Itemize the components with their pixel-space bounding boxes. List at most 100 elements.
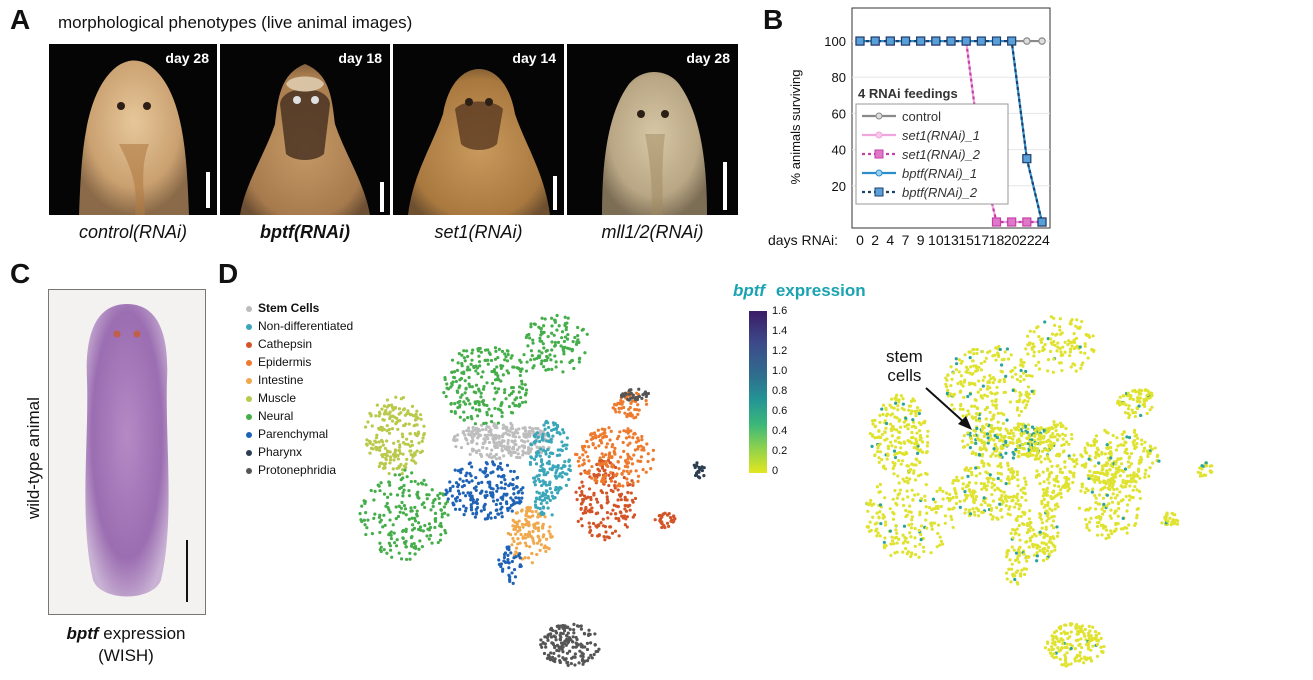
umap-point xyxy=(1041,547,1045,551)
umap-point xyxy=(363,523,367,527)
umap-point xyxy=(526,515,531,519)
umap-point xyxy=(547,455,551,459)
umap-point xyxy=(461,479,465,483)
umap-point xyxy=(587,469,591,473)
umap-point xyxy=(513,398,517,402)
umap-point xyxy=(605,491,609,495)
umap-point xyxy=(417,441,421,445)
umap-point xyxy=(1118,490,1122,494)
umap-point xyxy=(1135,488,1139,492)
umap-point xyxy=(1064,660,1068,664)
umap-point xyxy=(497,347,501,351)
umap-point xyxy=(358,512,362,516)
umap-point xyxy=(924,518,928,522)
umap-point xyxy=(692,463,696,467)
umap-point xyxy=(1102,509,1107,514)
umap-point xyxy=(513,435,518,439)
umap-point xyxy=(1051,432,1055,436)
umap-point xyxy=(1100,464,1104,468)
umap-point xyxy=(1088,469,1092,473)
umap-point xyxy=(1029,521,1033,525)
wish-caption-line2: (WISH) xyxy=(98,646,154,665)
umap-point xyxy=(600,478,604,482)
umap-point xyxy=(1006,495,1011,499)
umap-point xyxy=(462,513,466,517)
umap-point xyxy=(1110,472,1114,477)
umap-point xyxy=(574,490,578,494)
legend-title: 4 RNAi feedings xyxy=(858,86,958,101)
umap-point xyxy=(984,356,988,360)
umap-point xyxy=(1023,492,1027,496)
umap-point xyxy=(1091,487,1095,491)
umap-point xyxy=(1100,452,1104,456)
umap-point xyxy=(1124,494,1128,499)
umap-point xyxy=(564,447,568,451)
umap-point xyxy=(533,499,538,504)
umap-point xyxy=(1038,530,1042,534)
umap-point xyxy=(1122,430,1126,434)
umap-point xyxy=(364,532,368,537)
umap-point xyxy=(910,518,914,522)
umap-point xyxy=(387,427,391,432)
umap-point xyxy=(871,434,875,438)
umap-point xyxy=(549,651,553,655)
umap-point xyxy=(568,464,572,468)
umap-point xyxy=(594,524,598,528)
umap-point xyxy=(1102,502,1106,506)
umap-point xyxy=(494,508,498,512)
umap-point xyxy=(467,432,471,436)
umap-point xyxy=(561,370,565,374)
umap-point xyxy=(380,425,384,430)
planarian-image-set1 xyxy=(408,69,550,215)
umap-point xyxy=(538,439,542,444)
umap-point xyxy=(1017,413,1021,417)
umap-point xyxy=(632,431,637,435)
umap-point xyxy=(1029,525,1033,530)
umap-point xyxy=(969,436,973,440)
umap-point xyxy=(381,455,385,459)
umap-point xyxy=(569,661,573,666)
umap-point xyxy=(1026,399,1030,403)
umap-point xyxy=(1056,341,1060,345)
umap-point xyxy=(1032,330,1036,334)
umap-point xyxy=(1014,372,1018,376)
umap-point xyxy=(458,403,462,407)
umap-point xyxy=(938,488,942,492)
umap-point xyxy=(631,481,635,485)
umap-point xyxy=(1108,440,1112,445)
umap-point xyxy=(581,484,585,488)
umap-point xyxy=(1135,436,1140,440)
umap-point xyxy=(1005,429,1009,433)
umap-point xyxy=(489,432,494,436)
umap-point xyxy=(540,645,544,649)
umap-point xyxy=(524,335,528,340)
umap-point xyxy=(1063,460,1067,464)
umap-point xyxy=(515,485,519,489)
umap-point xyxy=(1126,460,1131,464)
umap-point xyxy=(1022,452,1027,456)
panel-d-letter: D xyxy=(218,258,239,289)
umap-point xyxy=(477,434,481,438)
umap-point xyxy=(570,358,575,363)
umap-point xyxy=(1058,467,1062,471)
umap-point xyxy=(962,380,966,384)
umap-point xyxy=(1011,431,1015,435)
umap-point xyxy=(1066,342,1070,347)
umap-point xyxy=(971,416,975,420)
umap-point xyxy=(878,413,882,417)
umap-point xyxy=(532,322,536,326)
umap-point xyxy=(878,450,883,454)
umap-point xyxy=(1083,344,1087,348)
umap-point xyxy=(1042,428,1046,433)
umap-point xyxy=(995,506,999,510)
umap-point xyxy=(511,390,515,394)
umap-point xyxy=(1126,407,1131,411)
umap-point xyxy=(571,339,575,344)
umap-point xyxy=(520,508,524,512)
umap-point xyxy=(925,450,929,454)
umap-point xyxy=(1117,465,1121,469)
umap-point xyxy=(949,365,953,369)
umap-point xyxy=(1044,542,1048,547)
umap-point xyxy=(1053,343,1057,347)
umap-point xyxy=(1136,390,1141,394)
